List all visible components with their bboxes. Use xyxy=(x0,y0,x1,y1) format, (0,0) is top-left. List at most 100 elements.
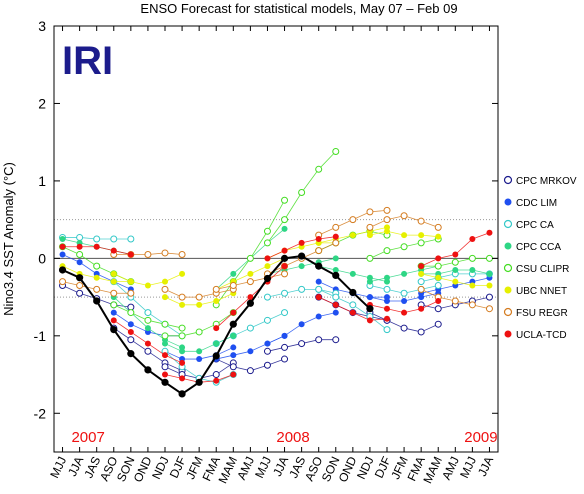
forecast-point-cpc-mrkov xyxy=(434,305,442,313)
forecast-point-ucla-tcd xyxy=(213,377,220,384)
year-label: 2009 xyxy=(464,429,497,446)
forecast-point-ucla-tcd xyxy=(349,309,356,316)
forecast-point-cpc-ca xyxy=(383,285,391,293)
forecast-point-fsu-regr xyxy=(417,285,425,293)
forecast-point-cpc-ca xyxy=(332,293,340,301)
observed-point xyxy=(195,378,203,386)
forecast-point-cpc-mrkov xyxy=(434,320,442,328)
observed-point xyxy=(298,252,306,260)
forecast-point-cpc-cca xyxy=(213,340,220,347)
forecast-point-cdc-lim xyxy=(281,332,288,339)
legend-marker-cpc-ca xyxy=(503,219,513,229)
forecast-point-csu-clipr xyxy=(178,324,186,332)
forecast-point-cpc-ca xyxy=(281,289,289,297)
forecast-point-cpc-cca xyxy=(162,340,168,347)
forecast-point-ucla-tcd xyxy=(418,305,425,312)
observed-point xyxy=(110,326,118,334)
forecast-point-fsu-regr xyxy=(178,250,186,258)
forecast-point-cpc-mrkov xyxy=(161,363,169,371)
forecast-point-ucla-tcd xyxy=(418,263,425,270)
forecast-point-cdc-lim xyxy=(76,259,83,266)
observed-point xyxy=(76,274,84,282)
observed-point xyxy=(315,262,323,270)
forecast-point-fsu-regr xyxy=(383,206,391,214)
forecast-point-ucla-tcd xyxy=(162,352,168,359)
forecast-point-csu-clipr xyxy=(485,254,493,262)
forecast-point-cpc-mrkov xyxy=(400,324,408,332)
year-label: 2008 xyxy=(276,429,309,446)
forecast-point-fsu-regr xyxy=(195,293,203,301)
legend-marker-ubc-nnet xyxy=(504,286,512,294)
forecast-point-fsu-regr xyxy=(468,301,476,309)
observed-point xyxy=(93,297,101,305)
observed-point xyxy=(280,254,289,262)
forecast-point-cpc-cca xyxy=(281,225,288,232)
forecast-point-cpc-ca xyxy=(263,293,271,301)
forecast-point-ucla-tcd xyxy=(213,325,220,332)
forecast-point-cpc-mrkov xyxy=(263,361,271,369)
year-label: 2007 xyxy=(71,429,104,446)
forecast-point-fsu-regr xyxy=(144,250,152,258)
forecast-point-cdc-lim xyxy=(315,313,322,320)
forecast-point-ucla-tcd xyxy=(179,359,186,366)
forecast-point-fsu-regr xyxy=(400,212,408,220)
forecast-point-ucla-tcd xyxy=(247,294,254,301)
forecast-point-fsu-regr xyxy=(417,217,425,225)
forecast-point-ucla-tcd xyxy=(315,294,322,301)
forecast-point-csu-clipr xyxy=(127,309,135,317)
forecast-point-csu-clipr xyxy=(468,254,476,262)
forecast-point-cpc-ca xyxy=(127,235,135,243)
forecast-point-ucla-tcd xyxy=(59,243,66,250)
y-tick-label: 3 xyxy=(38,18,46,34)
legend-marker-fsu-regr xyxy=(503,307,513,317)
forecast-point-ucla-tcd xyxy=(366,317,373,324)
forecast-point-ucla-tcd xyxy=(452,251,459,258)
legend-label-csu-clipr: CSU CLIPR xyxy=(516,264,569,275)
forecast-point-ucla-tcd xyxy=(486,229,493,236)
chart-title: ENSO Forecast for statistical models, Ma… xyxy=(140,1,457,16)
forecast-point-cdc-lim xyxy=(127,321,134,328)
forecast-point-cpc-cca xyxy=(366,278,373,285)
forecast-point-csu-clipr xyxy=(178,332,186,340)
forecast-point-cpc-cca xyxy=(298,263,305,270)
forecast-point-ucla-tcd xyxy=(281,247,288,254)
forecast-point-cpc-cca xyxy=(401,270,408,277)
forecast-point-ucla-tcd xyxy=(401,309,408,316)
forecast-point-ucla-tcd xyxy=(384,315,390,322)
forecast-point-fsu-regr xyxy=(59,278,67,286)
forecast-point-ucla-tcd xyxy=(435,297,442,304)
forecast-point-csu-clipr xyxy=(315,165,323,173)
forecast-point-ubc-nnet xyxy=(452,278,459,285)
forecast-point-ucla-tcd xyxy=(76,243,83,250)
legend-marker-ucla-tcd xyxy=(504,330,512,338)
forecast-point-ucla-tcd xyxy=(93,243,100,250)
forecast-point-csu-clipr xyxy=(144,316,152,324)
forecast-point-csu-clipr xyxy=(161,332,169,340)
forecast-point-fsu-regr xyxy=(366,208,374,216)
forecast-point-ubc-nnet xyxy=(469,282,476,289)
forecast-point-csu-clipr xyxy=(161,320,169,328)
forecast-point-cpc-ca xyxy=(349,301,357,309)
observed-point xyxy=(229,320,237,328)
legend-marker-cpc-cca xyxy=(504,242,512,250)
forecast-point-cpc-ca xyxy=(383,326,391,334)
forecast-point-cpc-ca xyxy=(417,278,425,286)
forecast-point-cdc-lim xyxy=(401,297,408,304)
y-axis-label: Nino3.4 SST Anomaly (°C) xyxy=(1,162,16,316)
forecast-point-ubc-nnet xyxy=(144,282,151,289)
legend-marker-csu-clipr xyxy=(503,263,513,273)
forecast-point-ucla-tcd xyxy=(264,255,271,262)
forecast-point-csu-clipr xyxy=(93,262,101,270)
y-tick-label: 0 xyxy=(38,250,46,266)
forecast-point-csu-clipr xyxy=(281,196,289,204)
forecast-point-fsu-regr xyxy=(315,247,323,255)
forecast-point-csu-clipr xyxy=(195,328,203,336)
forecast-point-fsu-regr xyxy=(93,285,101,293)
plot-frame xyxy=(53,25,499,453)
forecast-point-ubc-nnet xyxy=(401,232,408,239)
forecast-point-cdc-lim xyxy=(247,348,254,355)
forecast-point-csu-clipr xyxy=(263,227,271,235)
forecast-point-fsu-regr xyxy=(332,223,340,231)
forecast-point-fsu-regr xyxy=(178,293,186,301)
forecast-point-cdc-lim xyxy=(196,356,203,363)
